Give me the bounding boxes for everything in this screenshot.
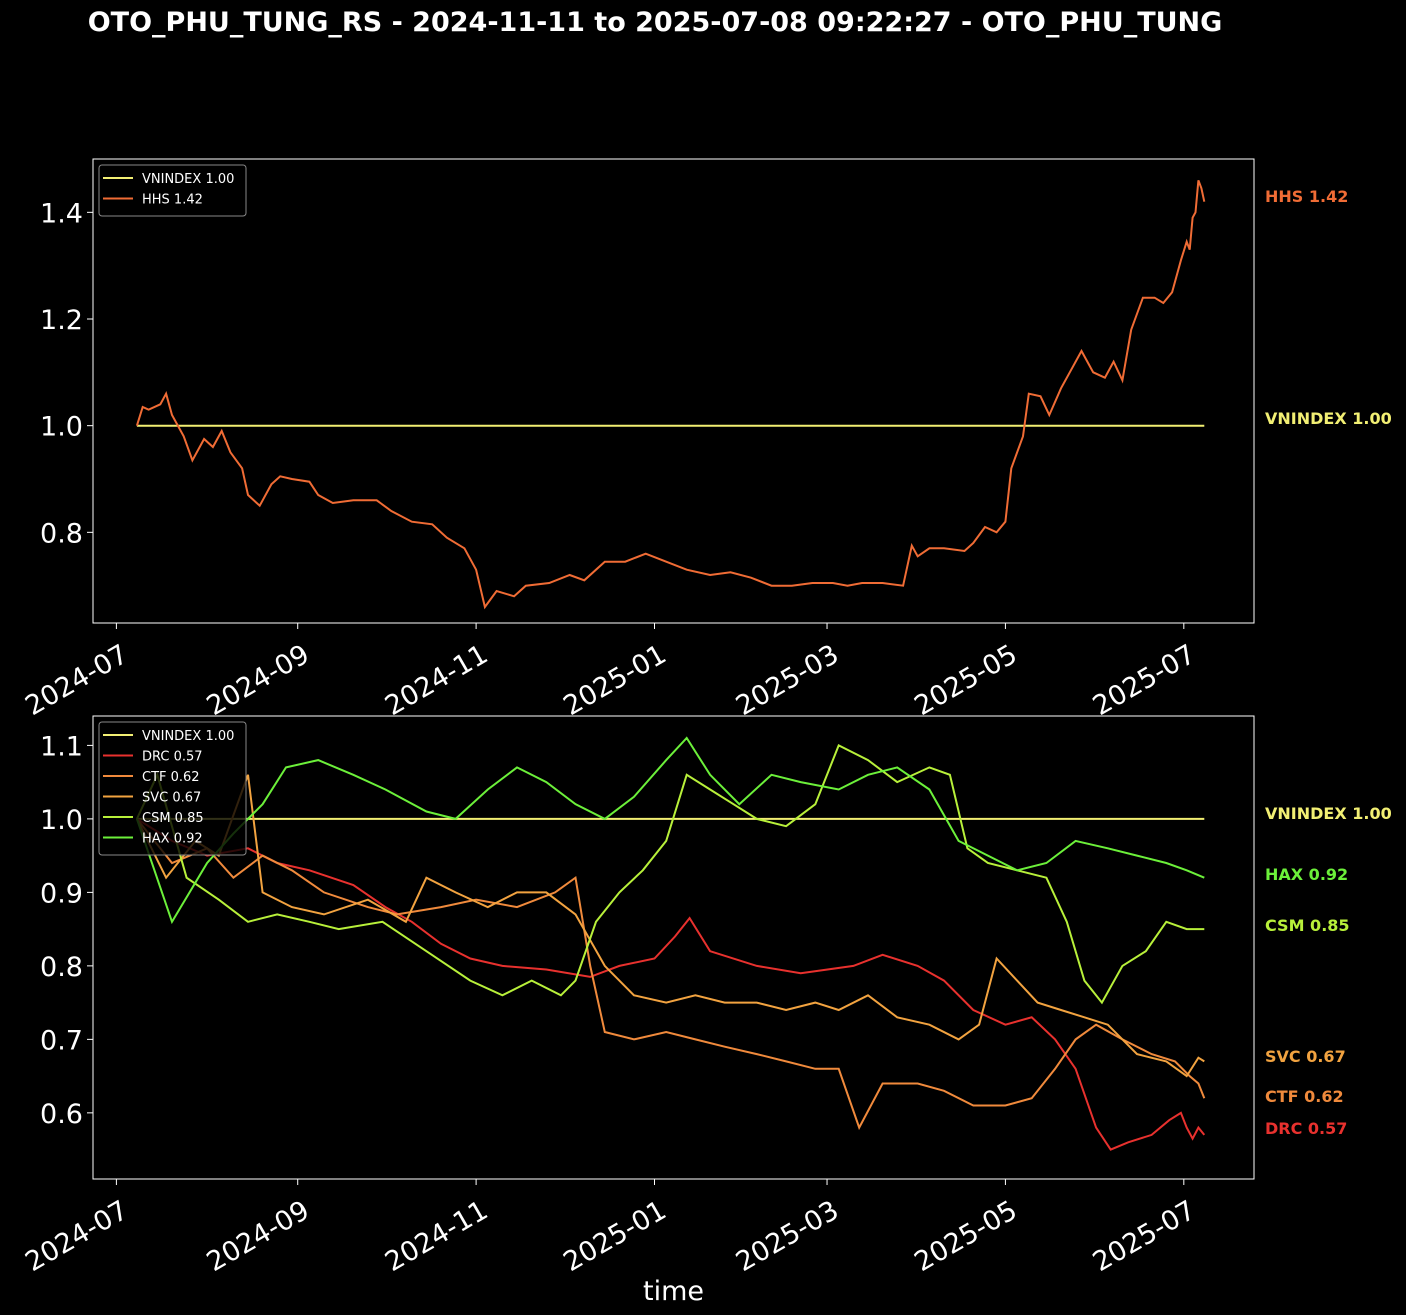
end-label-vnindex: VNINDEX 1.00 — [1265, 804, 1392, 823]
series-line-svc — [136, 774, 1205, 1078]
end-label-drc: DRC 0.57 — [1265, 1119, 1347, 1138]
y-tick-label: 1.2 — [40, 305, 83, 336]
figure-title: OTO_PHU_TUNG_RS - 2024-11-11 to 2025-07-… — [88, 7, 1223, 38]
series-line-drc — [136, 818, 1206, 1151]
end-label-ctf: CTF 0.62 — [1265, 1087, 1344, 1106]
legend-entry-hax: HAX 0.92 — [142, 832, 203, 847]
legend-entry-vnindex: VNINDEX 1.00 — [142, 729, 234, 744]
y-tick-label: 1.0 — [40, 412, 83, 443]
legend-entry-vnindex: VNINDEX 1.00 — [142, 172, 234, 187]
y-tick-label: 1.1 — [40, 731, 83, 762]
end-label-hax: HAX 0.92 — [1265, 865, 1348, 884]
legend-entry-hhs: HHS 1.42 — [142, 193, 203, 208]
series-line-hhs — [135, 179, 1206, 610]
x-axis-label: time — [643, 1276, 704, 1307]
end-label-vnindex: VNINDEX 1.00 — [1265, 409, 1392, 428]
y-tick-label: 1.0 — [40, 805, 83, 836]
plot-area — [92, 158, 1255, 624]
y-tick-label: 0.6 — [40, 1099, 83, 1130]
legend-entry-csm: CSM 0.85 — [142, 811, 204, 826]
legend-entry-svc: SVC 0.67 — [142, 791, 201, 806]
legend — [98, 164, 247, 217]
end-label-svc: SVC 0.67 — [1265, 1047, 1346, 1066]
series-line-hax — [135, 736, 1205, 925]
end-label-hhs: HHS 1.42 — [1265, 187, 1348, 206]
plot-area — [92, 715, 1255, 1180]
y-tick-label: 0.8 — [40, 952, 83, 983]
series-line-csm — [135, 744, 1205, 1005]
y-tick-label: 0.9 — [40, 878, 83, 909]
y-tick-label: 0.7 — [40, 1025, 83, 1056]
y-tick-label: 1.4 — [40, 198, 83, 229]
series-line-ctf — [136, 818, 1206, 1131]
legend-entry-ctf: CTF 0.62 — [142, 770, 200, 785]
legend — [98, 721, 247, 856]
y-tick-label: 0.8 — [40, 518, 83, 549]
end-label-csm: CSM 0.85 — [1265, 916, 1350, 935]
legend-entry-drc: DRC 0.57 — [142, 750, 203, 765]
